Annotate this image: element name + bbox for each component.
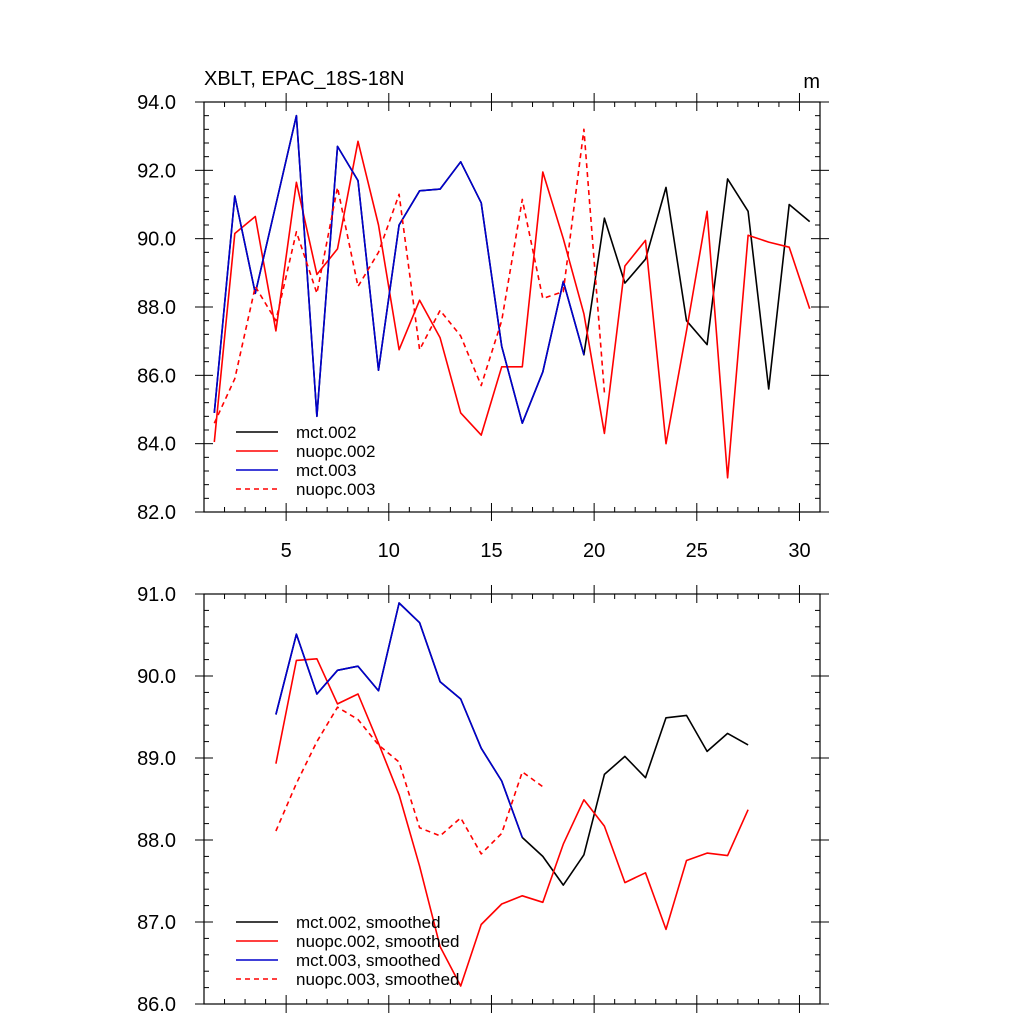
y-tick-label: 90.0	[137, 229, 176, 251]
y-tick-label: 88.0	[137, 830, 176, 852]
x-tick-label: 25	[686, 540, 708, 562]
y-tick-label: 89.0	[137, 748, 176, 770]
y-tick-label: 87.0	[137, 912, 176, 934]
y-tick-label: 82.0	[137, 502, 176, 524]
x-tick-label: 30	[788, 540, 810, 562]
legend-label: mct.002, smoothed	[296, 913, 441, 932]
x-tick-label: 20	[583, 540, 605, 562]
series-line-2	[275, 657, 749, 987]
x-tick-label: 15	[480, 540, 502, 562]
y-tick-label: 90.0	[137, 666, 176, 688]
legend-label: nuopc.003	[296, 480, 375, 499]
series-line-3	[213, 114, 585, 425]
y-tick-label: 94.0	[137, 92, 176, 114]
series-line-4	[213, 128, 606, 424]
series-line-3	[275, 602, 524, 838]
y-tick-label: 86.0	[137, 994, 176, 1016]
y-tick-label: 86.0	[137, 365, 176, 387]
y-tick-label: 91.0	[137, 584, 176, 606]
series-line-4	[275, 706, 544, 855]
series-line-1	[275, 602, 749, 886]
series-line-2	[213, 140, 811, 479]
x-tick-label: 5	[281, 540, 292, 562]
y-tick-label: 92.0	[137, 160, 176, 182]
legend-label: mct.003	[296, 461, 356, 480]
units-label: m	[803, 71, 820, 93]
chart-title: XBLT, EPAC_18S-18N	[204, 68, 404, 90]
legend-label: nuopc.002	[296, 442, 375, 461]
y-tick-label: 84.0	[137, 434, 176, 456]
legend-label: nuopc.002, smoothed	[296, 932, 460, 951]
legend-label: mct.002	[296, 423, 356, 442]
top-panel: 5 10 15 20 25 30 82.0 84.0 86.0 88.0 90.0 92.0 94.0 m…	[137, 92, 829, 562]
y-tick-label: 88.0	[137, 297, 176, 319]
x-tick-label: 10	[378, 540, 400, 562]
bottom-panel: 86.0 87.0 88.0 89.0 90.0 91.0 mct.002, smoothe…	[137, 584, 829, 1016]
legend-label: mct.003, smoothed	[296, 951, 441, 970]
legend-label: nuopc.003, smoothed	[296, 970, 460, 989]
